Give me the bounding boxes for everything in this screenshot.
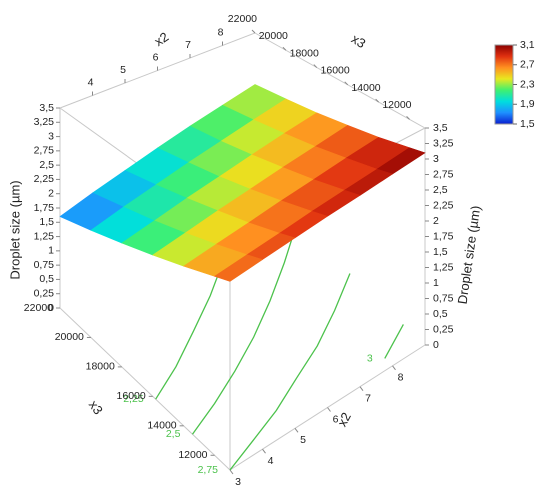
x3-tick-label: 20000 <box>55 331 84 343</box>
tick-mark <box>313 64 318 68</box>
contour-label: 2,5 <box>166 428 181 440</box>
x2-tick-label: 5 <box>120 64 126 76</box>
tick-mark <box>229 469 234 475</box>
x2-tick-label: 4 <box>88 76 94 88</box>
axis-title: Droplet size (µm) <box>455 205 484 305</box>
x3-tick-label: 22000 <box>228 13 257 25</box>
z-tick-label: 2,25 <box>433 199 454 211</box>
tick-mark <box>294 428 299 433</box>
contour-line <box>229 273 351 471</box>
z-tick-label: 2,75 <box>34 145 55 157</box>
contour-label: 2,25 <box>123 393 144 405</box>
x2-tick-label: 5 <box>300 434 306 446</box>
x3-tick-label: 20000 <box>259 30 288 42</box>
x2-tick-label: 4 <box>268 455 274 467</box>
x3-tick-label: 14000 <box>147 420 176 432</box>
tick-mark <box>262 448 266 454</box>
z-tick-label: 1 <box>433 277 439 289</box>
tick-mark <box>359 386 364 391</box>
z-tick-label: 0,25 <box>34 287 55 299</box>
z-tick-label: 0,75 <box>433 292 454 304</box>
x2-tick-label: 6 <box>333 413 339 425</box>
z-tick-label: 3,5 <box>39 102 54 114</box>
tick-mark <box>251 29 256 34</box>
colorbar-tick-label: 1,5 <box>520 118 535 130</box>
contour-line <box>191 222 298 435</box>
surface-patch <box>213 254 264 282</box>
z-tick-label: 0 <box>433 339 439 351</box>
tick-mark <box>392 365 396 371</box>
z-tick-label: 3,5 <box>433 122 448 134</box>
x3-tick-label: 18000 <box>86 361 115 373</box>
x3-tick-label: 18000 <box>290 47 319 59</box>
z-tick-label: 0,75 <box>34 259 55 271</box>
axis-title: x2 <box>334 410 354 429</box>
z-tick-label: 3,25 <box>34 116 55 128</box>
x2-tick-label: 8 <box>218 26 224 38</box>
tick-mark <box>344 81 349 86</box>
x3-tick-label: 12000 <box>178 449 207 461</box>
z-tick-label: 1,25 <box>34 230 55 242</box>
axis-title: x3 <box>86 397 106 417</box>
tick-mark <box>282 46 287 51</box>
x2-tick-label: 8 <box>398 372 404 384</box>
z-tick-label: 2 <box>433 215 439 227</box>
axis-title: Droplet size (µm) <box>7 180 22 279</box>
x3-tick-label: 16000 <box>321 65 350 77</box>
box-edge <box>59 307 231 471</box>
z-tick-label: 1,75 <box>34 202 55 214</box>
z-tick-label: 2 <box>48 187 54 199</box>
colorbar-tick-label: 2,3 <box>520 78 535 90</box>
axis-title: x2 <box>152 29 172 49</box>
z-tick-label: 2,5 <box>433 184 448 196</box>
x3-tick-label: 22000 <box>24 302 53 314</box>
colorbar-tick-label: 3,1 <box>520 39 535 51</box>
z-tick-label: 1,75 <box>433 230 454 242</box>
axis-title: x3 <box>349 31 369 51</box>
x3-tick-label: 12000 <box>382 99 411 111</box>
box-edge <box>254 32 426 129</box>
tick-mark <box>327 407 331 412</box>
x3-tick-label: 16000 <box>117 390 146 402</box>
contour-label: 2,75 <box>198 464 219 476</box>
x2-tick-label: 7 <box>185 39 191 51</box>
z-tick-label: 2,75 <box>433 168 454 180</box>
contour-label: 3 <box>367 352 373 364</box>
z-tick-label: 2,25 <box>34 173 55 185</box>
z-tick-label: 3 <box>48 130 54 142</box>
tick-mark <box>375 98 379 103</box>
z-tick-label: 1,25 <box>433 261 454 273</box>
x2-tick-label: 6 <box>153 51 159 63</box>
z-tick-label: 0,5 <box>433 308 448 320</box>
contour-line <box>384 324 404 359</box>
tick-mark <box>406 116 410 120</box>
colorbar-tick-label: 1,9 <box>520 98 535 110</box>
z-tick-label: 3,25 <box>433 137 454 149</box>
z-tick-label: 3 <box>433 153 439 165</box>
z-tick-label: 0 <box>48 302 54 314</box>
z-tick-label: 1 <box>48 245 54 257</box>
x2-tick-label: 7 <box>365 392 371 404</box>
z-tick-label: 0,5 <box>39 273 54 285</box>
floor-contours: 2,25 2,5 2,75 3 <box>123 216 404 476</box>
surface <box>59 84 426 282</box>
colorbar-tick-label: 2,7 <box>520 59 535 71</box>
colorbar <box>494 44 514 125</box>
z-tick-label: 2,5 <box>39 159 54 171</box>
x3-tick-label: 14000 <box>351 82 380 94</box>
z-tick-label: 1,5 <box>433 246 448 258</box>
z-tick-label: 1,5 <box>39 216 54 228</box>
x2-tick-label: 3 <box>235 476 241 488</box>
z-tick-label: 0,25 <box>433 323 454 335</box>
